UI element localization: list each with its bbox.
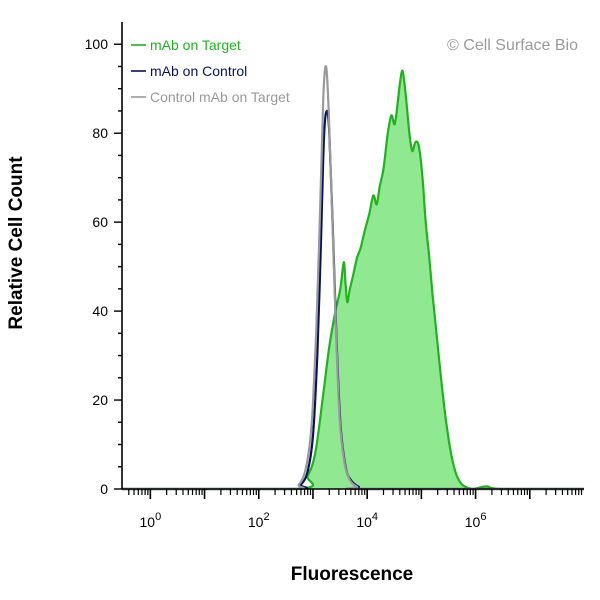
y-tick-label: 20 <box>92 392 108 408</box>
legend: mAb on Target mAb on Control Control mAb o… <box>131 37 290 105</box>
legend-label-control-mab-on-target: Control mAb on Target <box>150 89 290 105</box>
y-tick-label: 80 <box>92 125 108 141</box>
series-line-control-mab-on-target <box>122 65 584 491</box>
tick-labels: 0 20 40 60 80 100 100 102 104 106 <box>85 36 487 530</box>
copyright-text: © Cell Surface Bio <box>447 37 578 54</box>
y-axis-title: Relative Cell Count <box>6 156 27 330</box>
y-tick-label: 40 <box>92 303 108 319</box>
x-tick-label: 100 <box>139 511 161 530</box>
x-tick-label: 106 <box>465 511 487 530</box>
legend-label-mab-on-control: mAb on Control <box>150 63 247 79</box>
y-tick-label: 60 <box>92 214 108 230</box>
x-tick-label: 104 <box>356 511 378 530</box>
legend-label-mab-on-target: mAb on Target <box>150 37 241 53</box>
y-tick-label: 100 <box>85 36 109 52</box>
x-axis-title: Fluorescence <box>291 564 414 585</box>
x-tick-label: 102 <box>248 511 270 530</box>
series-line-mab-on-target <box>122 69 584 491</box>
axes <box>114 22 584 499</box>
series-layer <box>122 65 584 491</box>
y-tick-label: 0 <box>100 481 108 497</box>
